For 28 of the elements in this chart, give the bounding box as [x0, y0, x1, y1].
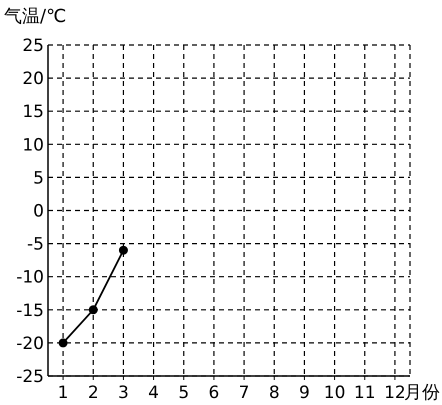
point — [58, 338, 68, 348]
x-tick-label: 9 — [299, 383, 310, 403]
y-axis-title: 气温/℃ — [4, 6, 66, 27]
y-tick-label: -25 — [16, 367, 44, 387]
y-tick-label: 5 — [33, 168, 44, 188]
y-tick-label: -5 — [27, 234, 44, 255]
x-tick-label: 7 — [238, 383, 250, 403]
x-tick-label: 12 — [384, 383, 406, 403]
x-tick-label: 5 — [178, 383, 190, 403]
y-tick-label: 25 — [22, 36, 44, 56]
x-tick-label: 4 — [148, 383, 159, 403]
x-tick-label: 10 — [324, 383, 346, 403]
x-tick-label: 2 — [88, 383, 99, 403]
x-tick-label: 6 — [208, 383, 220, 403]
x-axis-title: 月份 — [404, 382, 440, 403]
y-tick-label: -15 — [16, 300, 44, 321]
y-tick-label: -20 — [16, 334, 44, 354]
x-tick-label: 11 — [354, 383, 376, 403]
x-tick-label: 8 — [268, 383, 280, 403]
point — [118, 246, 128, 255]
y-tick-label: 20 — [22, 69, 44, 90]
y-tick-label: 10 — [22, 135, 44, 156]
x-tick-label: 3 — [118, 383, 129, 403]
x-tick-label: 1 — [58, 383, 68, 403]
y-tick-label: 15 — [22, 102, 44, 122]
y-tick-label: -10 — [16, 268, 44, 288]
y-tick-label: 0 — [33, 202, 44, 222]
point — [88, 305, 98, 314]
